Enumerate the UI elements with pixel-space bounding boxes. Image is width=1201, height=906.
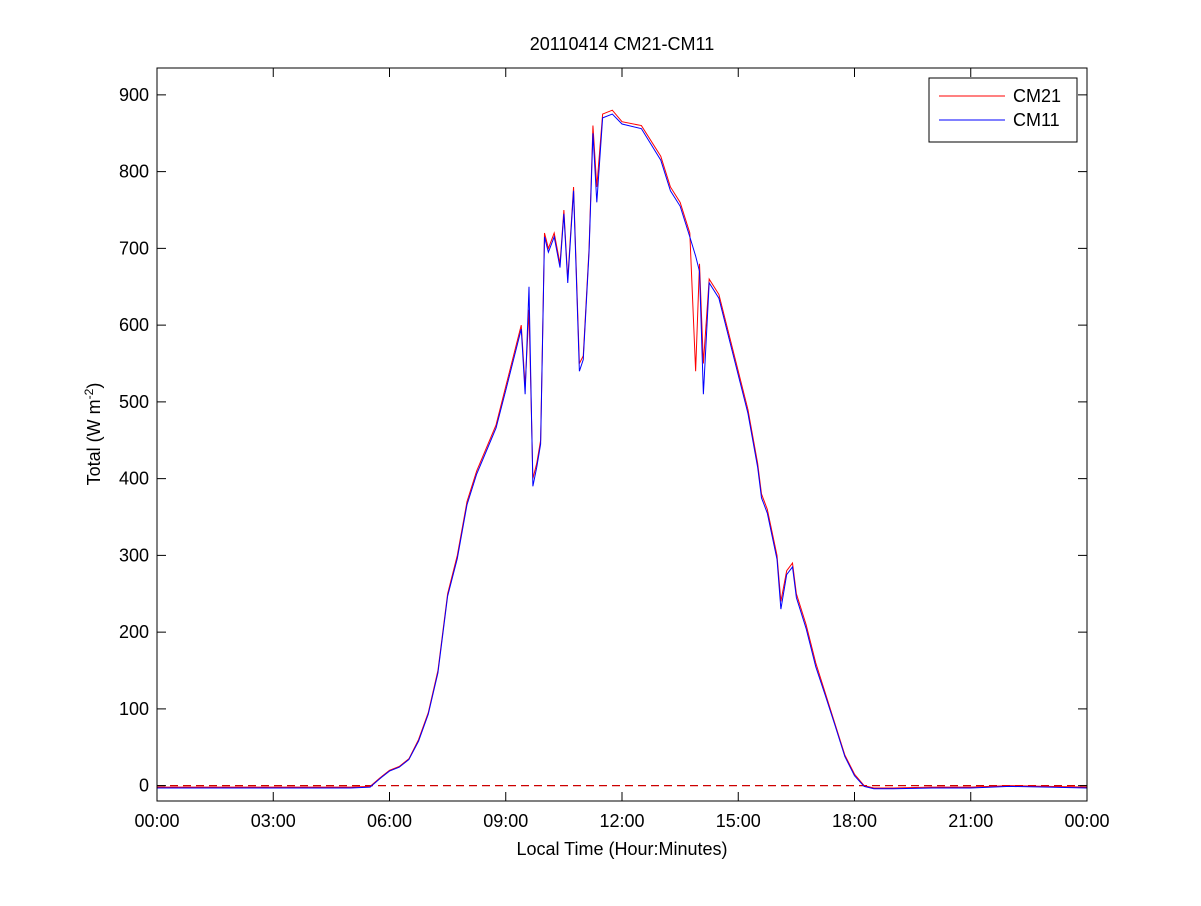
y-tick-label: 0 <box>139 776 149 796</box>
y-tick-label: 100 <box>119 699 149 719</box>
data-line <box>157 113 1088 790</box>
y-tick-label: 200 <box>119 622 149 642</box>
x-tick-label: 03:00 <box>251 811 296 831</box>
x-tick-label: 18:00 <box>832 811 877 831</box>
x-tick-label: 06:00 <box>367 811 412 831</box>
legend-label: CM11 <box>1013 110 1060 130</box>
y-tick-label: 800 <box>119 162 149 182</box>
y-tick-label: 700 <box>119 238 149 258</box>
x-tick-label: 09:00 <box>483 811 528 831</box>
x-axis-label: Local Time (Hour:Minutes) <box>516 839 727 859</box>
y-tick-label: 900 <box>119 85 149 105</box>
y-label-text: Total (W m <box>84 399 104 485</box>
y-tick-label: 500 <box>119 392 149 412</box>
y-label-sup: -2 <box>82 388 96 399</box>
x-tick-label: 00:00 <box>134 811 179 831</box>
y-axis-label: Total (W m-2) <box>82 383 104 486</box>
legend: CM21 CM11 <box>928 77 1078 143</box>
legend-label: CM21 <box>1013 86 1061 106</box>
x-tick-label: 00:00 <box>1064 811 1109 831</box>
chart-title: 20110414 CM21-CM11 <box>530 34 714 54</box>
x-tick-label: 21:00 <box>948 811 993 831</box>
y-tick-label: 400 <box>119 469 149 489</box>
y-tick-label: 300 <box>119 545 149 565</box>
y-tick-label: 600 <box>119 315 149 335</box>
x-tick-label: 15:00 <box>716 811 761 831</box>
y-label-tail: ) <box>84 383 104 389</box>
x-tick-label: 12:00 <box>599 811 644 831</box>
legend-box <box>928 77 1078 143</box>
